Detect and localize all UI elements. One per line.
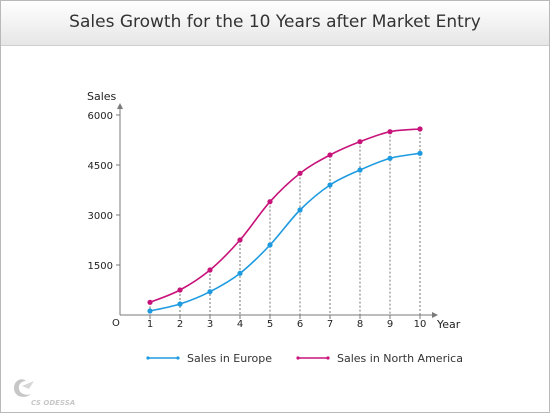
axes: Sales Year O	[87, 90, 461, 331]
x-tick-label: 9	[387, 319, 393, 330]
legend-swatch-dot	[146, 356, 150, 360]
drop-lines	[149, 129, 421, 315]
series-point-1	[327, 182, 333, 188]
series-point-2	[207, 267, 213, 273]
series-point-2	[357, 139, 363, 145]
x-ticks: 1 2 3 4 5 6 7 8 9 10	[147, 315, 427, 330]
y-ticks: 1500 3000 4500 6000	[88, 111, 120, 272]
series-point-2	[237, 237, 243, 243]
legend: Sales in Europe Sales in North America	[146, 352, 463, 365]
series-layer	[147, 126, 423, 314]
series-point-1	[357, 167, 363, 173]
series-point-2	[177, 287, 183, 293]
series-point-2	[297, 170, 303, 176]
x-tick-label: 10	[414, 319, 427, 330]
series-point-1	[177, 301, 183, 307]
x-tick-label: 4	[237, 319, 243, 330]
watermark-logo: CS ODESSA	[14, 379, 75, 407]
legend-label: Sales in Europe	[187, 352, 272, 365]
legend-swatch-dot	[176, 356, 180, 360]
title-bar: Sales Growth for the 10 Years after Mark…	[1, 1, 549, 46]
chart-title: Sales Growth for the 10 Years after Mark…	[69, 12, 481, 32]
series-point-1	[417, 150, 423, 156]
x-tick-label: 3	[207, 319, 213, 330]
series-point-2	[147, 299, 153, 305]
y-tick-label: 6000	[88, 111, 113, 122]
series-point-2	[417, 126, 423, 132]
series-point-1	[297, 207, 303, 213]
series-line-1	[149, 152, 421, 312]
x-axis-arrow	[432, 312, 438, 318]
origin-label: O	[112, 318, 120, 329]
series-line-2	[149, 128, 421, 304]
x-tick-label: 2	[177, 319, 183, 330]
series-point-1	[267, 242, 273, 248]
series-point-1	[387, 155, 393, 161]
series-point-1	[147, 308, 153, 314]
legend-label: Sales in North America	[337, 352, 463, 365]
y-axis-label: Sales	[87, 90, 117, 103]
series-point-1	[207, 289, 213, 295]
series-point-2	[327, 152, 333, 158]
legend-swatch-dot	[296, 356, 300, 360]
x-tick-label: 6	[297, 319, 303, 330]
series-point-2	[387, 129, 393, 135]
x-tick-label: 7	[327, 319, 333, 330]
x-tick-label: 1	[147, 319, 153, 330]
y-tick-label: 3000	[88, 211, 113, 222]
x-tick-label: 5	[267, 319, 273, 330]
series-point-1	[237, 270, 243, 276]
x-axis-label: Year	[436, 318, 461, 331]
y-tick-label: 1500	[88, 261, 113, 272]
x-tick-label: 8	[357, 319, 363, 330]
y-axis-arrow	[117, 103, 123, 109]
svg-text:CS ODESSA: CS ODESSA	[31, 399, 75, 407]
legend-swatch-dot	[326, 356, 330, 360]
series-point-2	[267, 199, 273, 205]
y-tick-label: 4500	[88, 161, 113, 172]
